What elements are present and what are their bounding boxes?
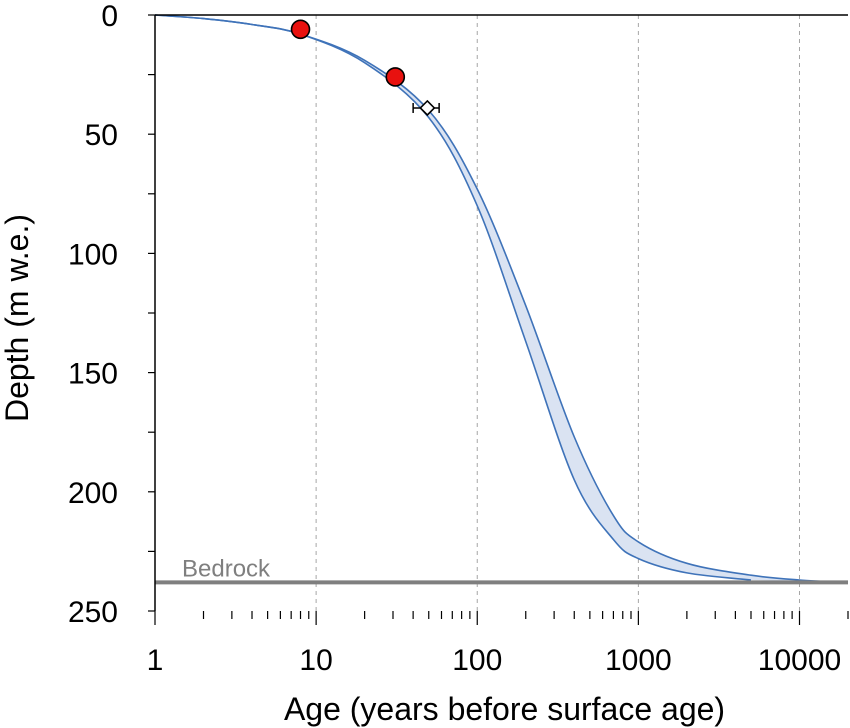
data-band (154, 14, 849, 584)
x-axis-title: Age (years before surface age) (284, 691, 725, 727)
y-tick-label: 250 (68, 596, 118, 629)
red-circle-marker (290, 19, 311, 40)
y-tick-label: 200 (68, 477, 118, 510)
y-axis-title: Depth (m w.e.) (0, 214, 35, 422)
y-tick-label: 0 (101, 0, 118, 33)
x-tick-label: 10 (299, 644, 332, 677)
data-markers (290, 19, 440, 117)
diamond-marker (419, 99, 436, 117)
y-tick-label: 150 (68, 358, 118, 391)
gridlines (315, 15, 800, 611)
x-tick-label: 1000 (605, 644, 672, 677)
x-tick-label: 10000 (758, 644, 841, 677)
y-tick-label: 50 (85, 119, 118, 152)
band-lower-line (154, 14, 752, 581)
tick-labels: 0 50 100 150 200 250 1 10 100 1000 10000 (68, 0, 841, 677)
band-upper-line (154, 14, 849, 584)
y-tick-label: 100 (68, 238, 118, 271)
bedrock-label: Bedrock (182, 555, 271, 582)
axes (148, 14, 849, 625)
x-tick-label: 100 (452, 644, 502, 677)
red-circle-marker (385, 67, 406, 87)
band-fill (155, 15, 848, 583)
x-tick-label: 1 (147, 644, 164, 677)
